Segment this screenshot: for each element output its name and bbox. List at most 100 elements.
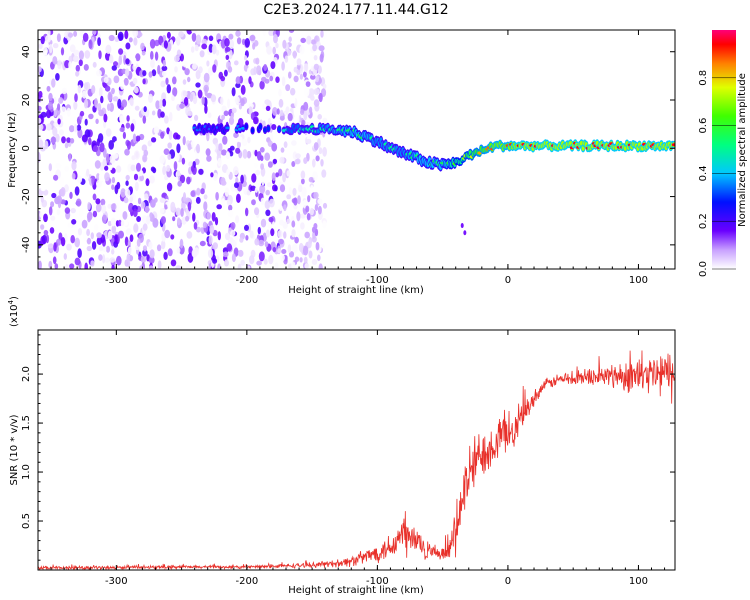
heatmap-cell <box>314 228 319 237</box>
heatmap-cell <box>116 181 121 190</box>
colorbar-tick-label: 0.2 <box>698 213 709 229</box>
heatmap-cell <box>132 133 137 144</box>
heatmap-cell <box>311 39 316 45</box>
heatmap-cell <box>133 86 139 94</box>
heatmap-cell <box>167 142 172 149</box>
heatmap-cell <box>184 197 191 203</box>
heatmap-cell <box>119 115 125 124</box>
snr-x-ticks: -300 -200 -100 0 100 <box>50 330 666 587</box>
heatmap-cell <box>203 194 208 200</box>
heatmap-cell <box>236 37 242 45</box>
heatmap-cell <box>115 165 122 173</box>
heatmap-cell <box>288 186 292 197</box>
heatmap-cell <box>221 114 226 120</box>
heatmap-cell <box>282 172 286 183</box>
heatmap-cell <box>189 93 194 103</box>
heatmap-cell <box>149 39 156 49</box>
heatmap-cell <box>190 46 195 53</box>
heatmap-cell <box>302 245 309 256</box>
heatmap-cell <box>209 224 215 234</box>
heatmap-cell <box>206 155 212 162</box>
heatmap-cell <box>255 65 262 75</box>
heatmap-cell <box>55 73 60 81</box>
heatmap-cell <box>53 109 57 117</box>
heatmap-cell <box>273 34 278 44</box>
snr-frame <box>37 329 676 571</box>
heatmap-cell <box>111 264 115 269</box>
trace-cell-peak <box>671 143 675 147</box>
heatmap-cell <box>87 201 91 211</box>
heatmap-cell <box>269 75 274 82</box>
heatmap-cell <box>179 238 184 249</box>
heatmap-cell <box>108 34 115 42</box>
heatmap-cell <box>310 74 316 80</box>
heatmap-cell <box>175 134 181 140</box>
heatmap-cell <box>138 169 144 177</box>
heatmap-cell <box>121 99 128 108</box>
heatmap-cell <box>243 251 249 259</box>
heatmap-cell <box>267 161 273 168</box>
heatmap-cell <box>67 222 73 228</box>
heatmap-cell <box>272 246 277 253</box>
heatmap-cell <box>98 246 104 252</box>
heatmap-cell <box>275 172 279 178</box>
heatmap-cell <box>265 229 270 238</box>
heatmap-cell <box>159 208 165 214</box>
heatmap-cell <box>163 40 168 49</box>
heatmap-cell <box>313 223 318 230</box>
y-tick-label: -40 <box>21 237 32 253</box>
heatmap-cell <box>268 216 274 223</box>
heatmap-cell <box>102 158 107 167</box>
heatmap-cell <box>51 192 57 199</box>
heatmap-cell <box>127 84 131 92</box>
heatmap-cell <box>111 176 116 184</box>
heatmap-cell <box>74 257 81 266</box>
heatmap-cell <box>254 207 260 216</box>
heatmap-cell <box>182 90 188 97</box>
heatmap-cell <box>130 164 136 172</box>
heatmap-cell <box>179 103 185 109</box>
heatmap-cell <box>104 172 110 182</box>
heatmap-cell <box>77 84 82 94</box>
heatmap-cell <box>163 251 168 260</box>
heatmap-cell <box>113 75 120 84</box>
heatmap-cell <box>186 231 193 239</box>
heatmap-cell <box>259 80 265 90</box>
heatmap-cell <box>223 251 229 258</box>
heatmap-cell <box>207 248 214 259</box>
x-tick-label: -200 <box>236 275 259 286</box>
heatmap-cell <box>134 181 139 192</box>
heatmap-cell <box>225 54 230 61</box>
heatmap-cell <box>303 110 308 121</box>
heatmap-cell <box>135 135 141 142</box>
heatmap-cell <box>221 198 225 208</box>
heatmap-cell <box>292 50 297 59</box>
heatmap-cell <box>107 91 113 102</box>
heatmap-cell <box>198 168 204 175</box>
heatmap-cell <box>140 201 146 209</box>
heatmap-cell <box>132 77 138 85</box>
heatmap-cell <box>313 99 320 107</box>
heatmap-cell <box>105 128 112 137</box>
heatmap-cell <box>164 115 169 124</box>
heatmap-cell <box>99 142 105 153</box>
heatmap-cell <box>286 218 291 224</box>
heatmap-cell <box>58 97 64 104</box>
heatmap-cell <box>124 236 129 247</box>
heatmap-cell <box>262 103 267 110</box>
heatmap-cell <box>260 218 267 228</box>
heatmap-cell <box>146 215 151 225</box>
heatmap-cell <box>48 163 52 172</box>
heatmap-cell <box>140 255 146 264</box>
heatmap-cell <box>204 104 208 114</box>
heatmap-cell <box>159 155 165 164</box>
heatmap-cell <box>200 188 205 195</box>
heatmap-cell <box>248 76 252 85</box>
heatmap-cell <box>166 164 171 172</box>
heatmap-cell <box>224 187 230 197</box>
heatmap-cell <box>303 256 308 264</box>
heatmap-cell <box>304 263 310 269</box>
heatmap-cell <box>216 204 222 210</box>
heatmap-cell <box>233 132 239 139</box>
